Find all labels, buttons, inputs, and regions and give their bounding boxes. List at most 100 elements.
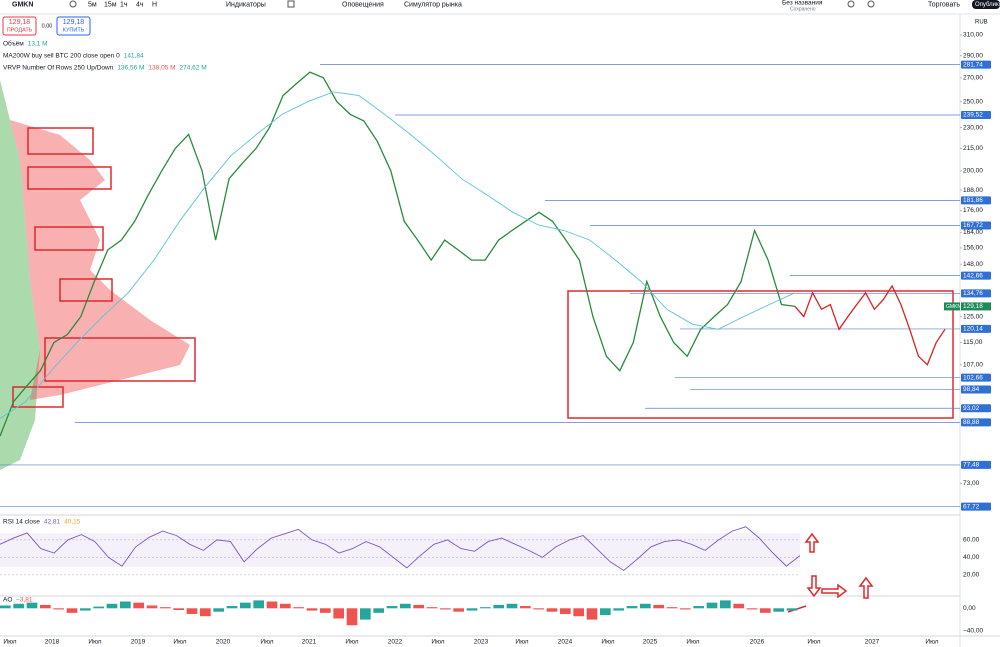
- level-label-bg: [961, 385, 991, 394]
- ao-bar: [333, 608, 344, 619]
- ao-bar: [320, 608, 331, 613]
- level-label: 98,84: [963, 386, 980, 393]
- symbol[interactable]: GMKN: [12, 1, 33, 8]
- sell-button[interactable]: [2, 16, 37, 36]
- ao-bar: [160, 607, 171, 609]
- arrow-down: [806, 575, 822, 598]
- level-label-bg: [961, 460, 991, 469]
- publish-button[interactable]: [972, 0, 1000, 9]
- legend-value: 136,56 M: [117, 65, 144, 72]
- ao-bar: [146, 605, 158, 609]
- ao-bar: [306, 608, 318, 611]
- ao-bar: [280, 603, 291, 609]
- alerts-button[interactable]: Оповещения: [342, 1, 384, 8]
- ao-bar: [53, 608, 64, 610]
- legend-value: 274,62 M: [180, 65, 207, 72]
- y-tick-label: 200,00: [963, 168, 983, 175]
- level-label: 181,86: [963, 197, 983, 204]
- ao-tick-label: −40,00: [963, 628, 983, 635]
- ao-label: AO: [3, 597, 12, 604]
- ao-bar: [440, 608, 451, 610]
- y-tick-label: 107,00: [963, 362, 983, 369]
- ao-bar: [26, 602, 38, 609]
- level-label-bg: [961, 271, 991, 280]
- ticker-tag: GMKN: [946, 304, 961, 310]
- ao-bar: [600, 608, 611, 616]
- replay-button[interactable]: Симулятор рынка: [404, 1, 462, 8]
- y-tick-label: 250,00: [963, 98, 983, 105]
- toolbar: [0, 0, 1000, 14]
- rsi-line: [0, 526, 801, 572]
- x-tick-label: 2024: [558, 639, 573, 646]
- ao-bar: [733, 603, 744, 609]
- last-price: 129,18: [963, 303, 983, 310]
- x-tick-label: 2026: [750, 639, 765, 646]
- layout-name[interactable]: Без названия: [782, 0, 823, 7]
- layouts-icon[interactable]: [287, 0, 295, 8]
- volume-profile-down: [10, 120, 190, 400]
- indicators-button[interactable]: Индикаторы: [226, 1, 266, 8]
- y-tick-label: 188,00: [963, 187, 983, 194]
- search-icon[interactable]: [847, 0, 855, 8]
- ao-bar: [200, 608, 211, 617]
- buy-button[interactable]: [56, 16, 91, 36]
- settings-icon[interactable]: [867, 0, 875, 8]
- sell-price: 129,18: [9, 19, 31, 26]
- interval[interactable]: Н: [152, 1, 157, 8]
- x-tick-label: Июл: [173, 639, 186, 646]
- x-tick-label: 2023: [474, 639, 489, 646]
- highlight-box: [59, 278, 113, 302]
- ao-bar: [493, 604, 504, 609]
- x-tick-label: 2021: [302, 639, 317, 646]
- level-label: 77,48: [963, 462, 980, 469]
- interval[interactable]: 4ч: [136, 1, 144, 8]
- ao-bar: [413, 604, 424, 609]
- ao-bar: [666, 607, 678, 609]
- level-label-bg: [961, 110, 991, 119]
- ao-bar: [133, 602, 144, 609]
- forecast-line: [794, 284, 946, 366]
- ao-bar: [186, 608, 198, 614]
- x-tick-label: Июл: [515, 639, 528, 646]
- ao-bar: [653, 604, 664, 609]
- ao-bar: [466, 608, 478, 611]
- ticker-tag-bg: [944, 302, 960, 311]
- highlight-box: [567, 290, 954, 419]
- level-label-bg: [961, 221, 991, 230]
- x-tick-label: 2020: [216, 639, 231, 646]
- ao-bar: [253, 600, 264, 609]
- level-label-bg: [961, 418, 991, 427]
- x-tick-label: Июл: [260, 639, 273, 646]
- arrow-up: [858, 576, 874, 599]
- ao-bar: [693, 606, 704, 609]
- rsi-tick-label: 40,00: [963, 554, 980, 561]
- ao-bar: [213, 608, 224, 612]
- x-tick-label: Июл: [88, 639, 101, 646]
- level-label: 167,72: [963, 222, 983, 229]
- y-tick-label: 164,00: [963, 229, 983, 236]
- currency: RUB: [975, 20, 988, 26]
- interval[interactable]: 1ч: [120, 1, 128, 8]
- ao-bar: [720, 600, 731, 609]
- level-label: 239,52: [963, 112, 983, 119]
- ao-bar: [773, 608, 784, 612]
- interval[interactable]: 5м: [88, 1, 97, 8]
- x-tick-label: 2027: [865, 639, 880, 646]
- ao-bar: [240, 602, 251, 609]
- x-tick-label: Июл: [431, 639, 444, 646]
- x-tick-label: Июл: [345, 639, 358, 646]
- legend-value: 138,05 M: [148, 65, 175, 72]
- ao-bar: [106, 603, 118, 609]
- level-label-bg: [961, 324, 991, 333]
- y-tick-label: 176,00: [963, 207, 983, 214]
- ao-bar: [453, 608, 464, 612]
- ao-bar: [226, 606, 238, 609]
- ao-bar: [13, 603, 24, 609]
- y-tick-label: 230,00: [963, 124, 983, 131]
- legend-label: MA200W buy sell BTC 200 close open 0: [3, 53, 120, 60]
- level-label: 142,66: [963, 272, 983, 279]
- add-symbol[interactable]: [69, 0, 77, 8]
- interval[interactable]: 15м: [104, 1, 117, 8]
- ao-tick-label: 0,00: [963, 605, 976, 612]
- trade-button[interactable]: Торговать: [928, 1, 960, 8]
